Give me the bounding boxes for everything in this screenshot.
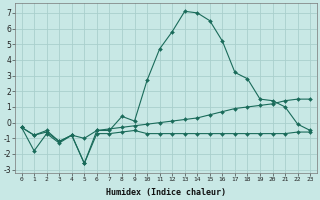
X-axis label: Humidex (Indice chaleur): Humidex (Indice chaleur) (106, 188, 226, 197)
